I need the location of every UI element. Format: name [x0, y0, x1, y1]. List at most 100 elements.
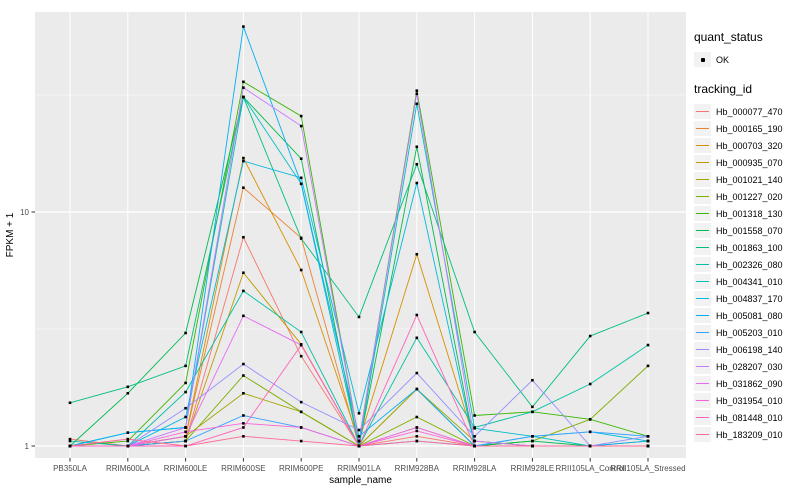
data-point: [184, 406, 187, 410]
data-point: [415, 102, 419, 106]
data-point: [242, 25, 245, 28]
data-point: [242, 374, 245, 377]
data-point: [531, 444, 534, 448]
legend-label: Hb_031862_090: [716, 378, 783, 389]
data-point: [299, 157, 303, 160]
data-point: [242, 95, 245, 99]
legend-label: Hb_005203_010: [716, 327, 783, 338]
line-swatch-icon: [696, 382, 709, 384]
data-point: [531, 435, 534, 438]
legend-label: Hb_000935_070: [716, 157, 783, 168]
data-point: [588, 334, 592, 338]
legend-key-line: [694, 308, 711, 323]
data-point: [184, 415, 187, 419]
legend-tracking-items: Hb_000077_470 Hb_000165_190 Hb_000703_320 H…: [694, 103, 798, 443]
legend-label: Hb_001227_020: [716, 191, 783, 202]
data-point: [299, 330, 303, 334]
legend-key-line: [694, 393, 711, 408]
data-point: [242, 271, 245, 275]
legend-key-line: [694, 291, 711, 306]
legend-item-ok: OK: [694, 51, 798, 68]
legend-key-line: [694, 342, 711, 357]
y-tick-label: 10: [20, 208, 29, 217]
data-point: [242, 235, 245, 239]
legend-item-Hb_031954_010: Hb_031954_010: [694, 392, 798, 409]
data-point: [126, 439, 130, 443]
data-point: [588, 382, 592, 386]
legend-label: Hb_000165_190: [716, 123, 783, 134]
legend-label: Hb_006198_140: [716, 344, 783, 355]
line-swatch-icon: [696, 178, 709, 180]
data-point: [184, 331, 187, 335]
legend-key-line: [694, 223, 711, 238]
data-point: [357, 428, 361, 432]
legend-label: Hb_001318_130: [716, 208, 783, 219]
legend-key-line: [694, 138, 711, 153]
data-point: [531, 439, 534, 443]
data-point: [299, 439, 303, 443]
legend-key-line: [694, 172, 711, 187]
data-point: [415, 252, 419, 256]
legend-item-Hb_004341_010: Hb_004341_010: [694, 273, 798, 290]
line-swatch-icon: [696, 161, 709, 163]
x-tick-label: PB350LA: [53, 464, 87, 473]
data-point: [415, 429, 419, 433]
data-point: [184, 390, 187, 394]
data-point: [299, 400, 303, 404]
x-tick-label: RRIM928BA: [395, 464, 440, 473]
x-tick-label: RRII105LA_Control: [556, 464, 626, 473]
legend-label: Hb_028207_030: [716, 361, 783, 372]
legend-key-point: [694, 52, 711, 67]
x-axis-title: sample_name: [329, 475, 392, 486]
legend-key-line: [694, 240, 711, 255]
data-point: [415, 426, 419, 429]
data-point: [299, 426, 303, 429]
x-tick-label: RRIM928LA: [453, 464, 497, 473]
x-tick-label: RRIM600LE: [164, 464, 208, 473]
legend-key-line: [694, 257, 711, 272]
data-point: [415, 181, 419, 185]
data-point: [415, 439, 419, 443]
data-point: [415, 415, 419, 419]
legend-label: Hb_004341_010: [716, 276, 783, 287]
data-point: [473, 330, 476, 334]
legend-key-line: [694, 359, 711, 374]
data-point: [184, 444, 187, 448]
legend-item-Hb_081448_010: Hb_081448_010: [694, 409, 798, 426]
data-point: [415, 92, 419, 96]
legend-key-line: [694, 274, 711, 289]
data-point: [242, 80, 245, 84]
line-swatch-icon: [696, 433, 709, 435]
data-point: [184, 381, 187, 385]
data-point: [184, 364, 187, 368]
data-point: [415, 387, 419, 391]
point-marker-icon: [700, 57, 705, 62]
data-point: [473, 439, 476, 443]
data-point: [242, 289, 245, 293]
data-point: [126, 437, 130, 441]
legend-key-line: [694, 121, 711, 136]
legend-item-Hb_001558_070: Hb_001558_070: [694, 222, 798, 239]
line-swatch-icon: [696, 110, 709, 112]
data-point: [68, 437, 72, 441]
data-point: [415, 145, 419, 149]
data-point: [242, 156, 245, 160]
legend: quant_status OK tracking_id Hb_000077_47…: [694, 30, 798, 443]
data-point: [242, 414, 245, 417]
legend-key-line: [694, 410, 711, 425]
legend-item-Hb_000935_070: Hb_000935_070: [694, 154, 798, 171]
data-point: [588, 444, 592, 448]
legend-label: Hb_001558_070: [716, 225, 783, 236]
data-point: [68, 439, 72, 443]
line-swatch-icon: [696, 399, 709, 401]
x-tick-label: RRIM600LA: [106, 464, 150, 473]
legend-key-line: [694, 189, 711, 204]
data-point: [473, 414, 476, 417]
legend-label: Hb_031954_010: [716, 395, 783, 406]
legend-key-line: [694, 104, 711, 119]
legend-item-Hb_031862_090: Hb_031862_090: [694, 375, 798, 392]
legend-item-Hb_001863_100: Hb_001863_100: [694, 239, 798, 256]
data-point: [299, 268, 303, 272]
